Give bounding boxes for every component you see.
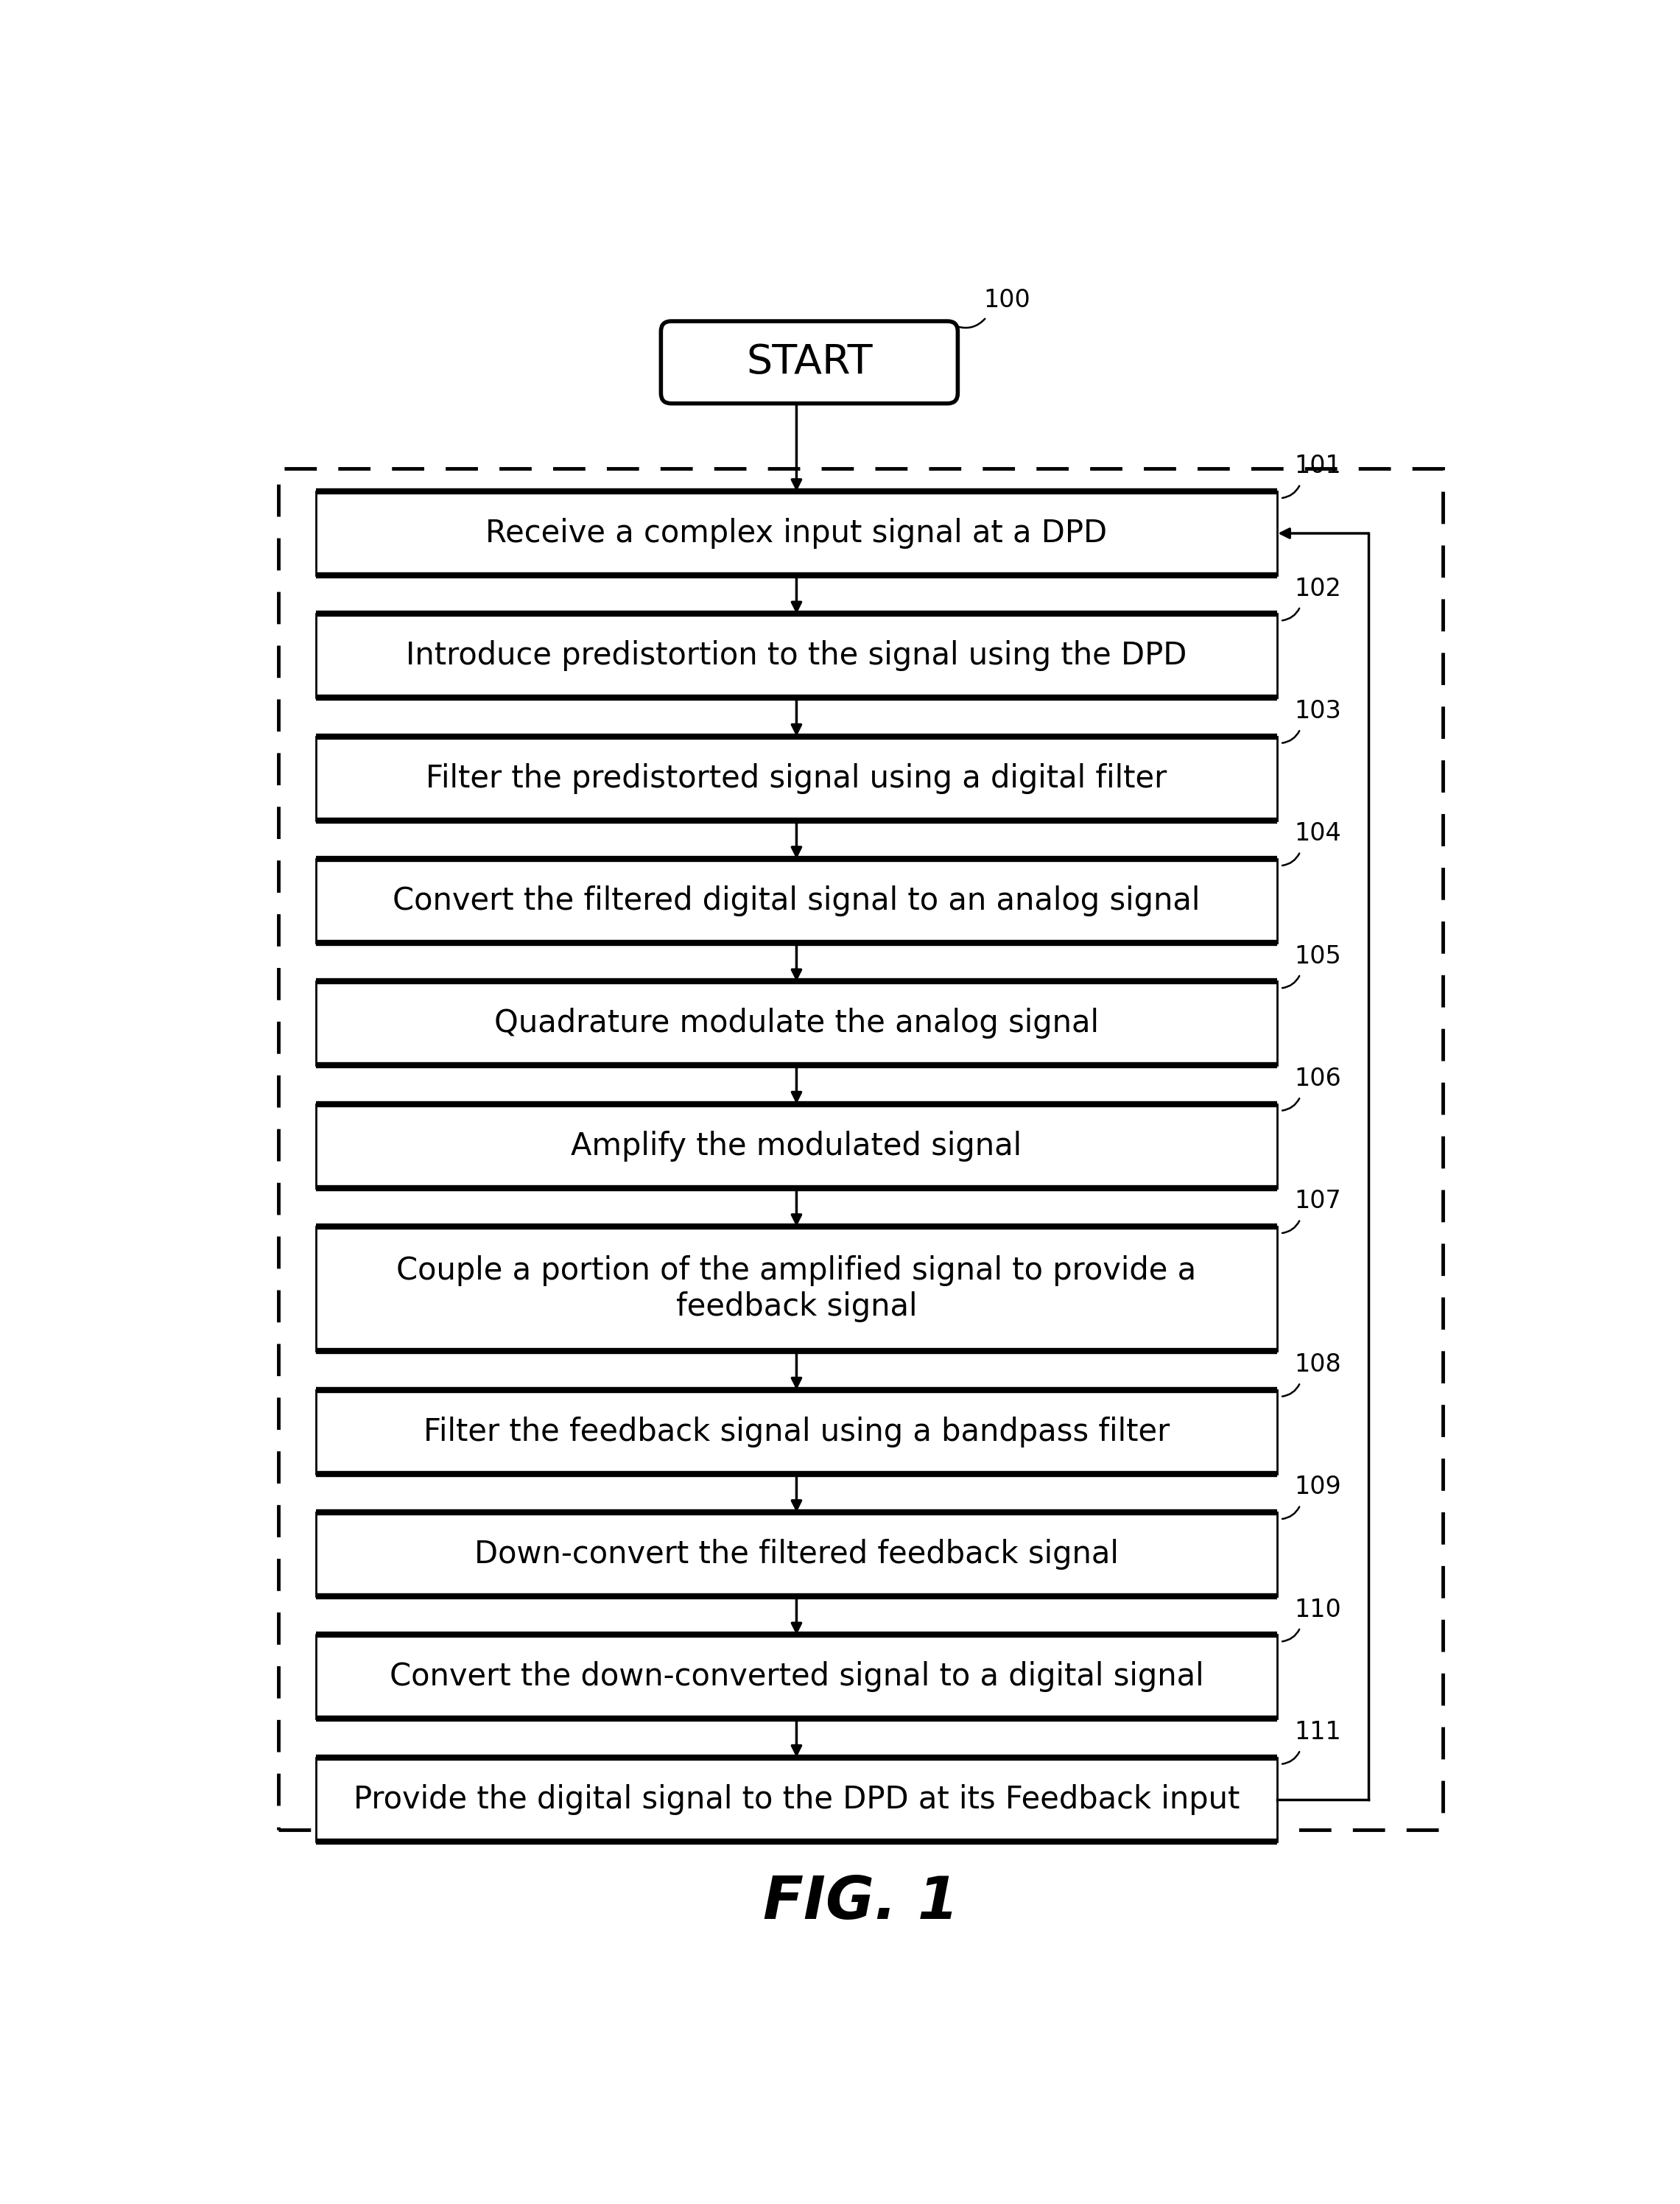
Text: Amplify the modulated signal: Amplify the modulated signal <box>571 1131 1021 1162</box>
Text: 107: 107 <box>1295 1190 1341 1214</box>
Bar <box>316 1757 1277 1840</box>
Bar <box>316 1512 1277 1596</box>
Text: Down-convert the filtered feedback signal: Down-convert the filtered feedback signa… <box>474 1538 1119 1569</box>
Text: Couple a portion of the amplified signal to provide a
feedback signal: Couple a portion of the amplified signal… <box>396 1256 1196 1322</box>
Bar <box>316 491 1277 575</box>
Bar <box>316 736 1277 820</box>
Text: 102: 102 <box>1295 577 1342 602</box>
Text: 106: 106 <box>1295 1067 1341 1091</box>
Text: 101: 101 <box>1295 454 1341 478</box>
Text: 109: 109 <box>1295 1474 1341 1499</box>
Text: 111: 111 <box>1295 1719 1341 1743</box>
Bar <box>316 615 1277 699</box>
Text: 105: 105 <box>1295 943 1341 968</box>
Text: 110: 110 <box>1295 1598 1341 1622</box>
Text: 104: 104 <box>1295 822 1341 846</box>
Text: Introduce predistortion to the signal using the DPD: Introduce predistortion to the signal us… <box>407 641 1188 672</box>
Text: 103: 103 <box>1295 699 1341 723</box>
Text: Receive a complex input signal at a DPD: Receive a complex input signal at a DPD <box>486 518 1107 549</box>
Bar <box>279 469 1443 1829</box>
Text: START: START <box>746 342 872 381</box>
Text: 108: 108 <box>1295 1353 1341 1378</box>
Text: Filter the feedback signal using a bandpass filter: Filter the feedback signal using a bandp… <box>423 1417 1169 1448</box>
Text: Provide the digital signal to the DPD at its Feedback input: Provide the digital signal to the DPD at… <box>353 1783 1240 1814</box>
Bar <box>316 981 1277 1065</box>
Bar <box>316 1635 1277 1719</box>
Bar <box>316 1225 1277 1351</box>
Bar <box>316 1104 1277 1188</box>
Text: Filter the predistorted signal using a digital filter: Filter the predistorted signal using a d… <box>427 763 1168 793</box>
Text: FIG. 1: FIG. 1 <box>763 1873 959 1931</box>
Text: Convert the down-converted signal to a digital signal: Convert the down-converted signal to a d… <box>390 1662 1203 1693</box>
Text: Quadrature modulate the analog signal: Quadrature modulate the analog signal <box>494 1007 1099 1038</box>
FancyBboxPatch shape <box>660 322 958 403</box>
Bar <box>316 860 1277 943</box>
Text: Convert the filtered digital signal to an analog signal: Convert the filtered digital signal to a… <box>393 886 1200 917</box>
Bar <box>316 1391 1277 1474</box>
Text: 100: 100 <box>983 289 1030 313</box>
